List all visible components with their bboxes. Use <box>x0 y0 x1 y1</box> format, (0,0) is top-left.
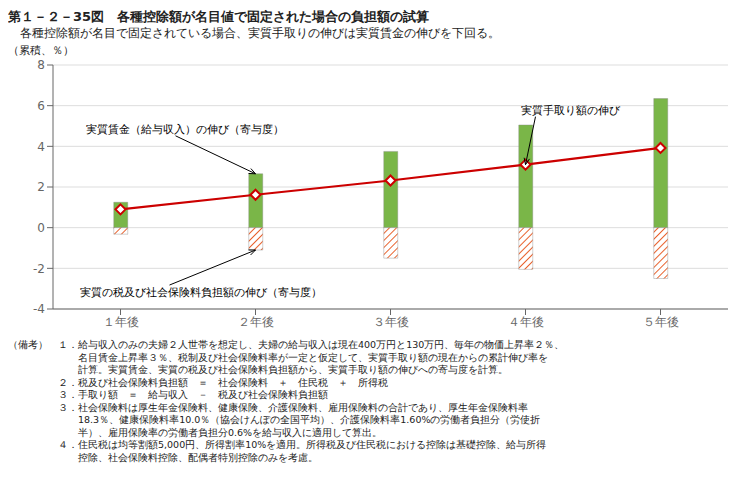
html-text:名目賃金上昇率３％、税制及び社会保険料率が一定と仮定して、実: 名目賃金上昇率３％、税制及び社会保険料率が一定と仮定して、実質手取り額の現在から… <box>58 351 548 363</box>
svg-text:実質賃金（給与収入）の伸び（寄与度）: 実質賃金（給与収入）の伸び（寄与度） <box>86 123 284 135</box>
html-text:４．住民税は均等割額5,000円、所得割率10%を適用。所得: ４．住民税は均等割額5,000円、所得割率10%を適用。所得税及び住民税における… <box>58 439 547 450</box>
html-text:３．社会保険料は厚生年金保険料、健康保険、介護保険料、雇用保: ３．社会保険料は厚生年金保険料、健康保険、介護保険料、雇用保険料の合計であり、厚… <box>58 401 528 413</box>
html-text:（累積、％）: （累積、％） <box>8 44 74 56</box>
html-text:18.3％、健康保険料率10.0％（協会けんぽの全国平均）、: 18.3％、健康保険料率10.0％（協会けんぽの全国平均）、介護保険料率1.60… <box>58 414 541 425</box>
svg-text:実質の税及び社会保険料負担額の伸び（寄与度）: 実質の税及び社会保険料負担額の伸び（寄与度） <box>80 286 322 298</box>
svg-text:-4: -4 <box>33 302 45 316</box>
html-text:第１－２－35図 各種控除額が名目値で固定された場合の負担額: 第１－２－35図 各種控除額が名目値で固定された場合の負担額の試算 <box>8 9 430 24</box>
svg-text:４年後: ４年後 <box>508 315 544 329</box>
svg-text:0: 0 <box>37 221 45 235</box>
html-text:（備考）: （備考） <box>8 339 48 350</box>
svg-text:１年後: １年後 <box>103 315 139 329</box>
html-text:２．税及び社会保険料負担額 ＝ 社会保険料 ＋ 住民税 ＋: ２．税及び社会保険料負担額 ＝ 社会保険料 ＋ 住民税 ＋ 所得税 <box>58 376 388 388</box>
html-text:控除、社会保険料控除、配偶者特別控除のみを考慮。: 控除、社会保険料控除、配偶者特別控除のみを考慮。 <box>58 451 318 463</box>
svg-text:実質手取り額の伸び: 実質手取り額の伸び <box>521 104 621 116</box>
svg-text:５年後: ５年後 <box>643 315 679 329</box>
svg-text:6: 6 <box>37 99 45 113</box>
html-text:半）、雇用保険率の労働者負担分0.6%を給与収入に適用して算: 半）、雇用保険率の労働者負担分0.6%を給与収入に適用して算出。 <box>58 426 383 438</box>
svg-text:３年後: ３年後 <box>373 315 409 329</box>
svg-text:8: 8 <box>37 58 45 72</box>
html-text:計算。実質賃金、実質の税及び社会保険料負担額から、実質手取り: 計算。実質賃金、実質の税及び社会保険料負担額から、実質手取り額の伸びへの寄与度を… <box>58 364 508 375</box>
svg-text:4: 4 <box>37 140 45 154</box>
svg-text:2: 2 <box>37 180 45 194</box>
svg-text:-2: -2 <box>33 262 45 276</box>
html-text:３．手取り額 ＝ 給与収入 － 税及び社会保険料負担額: ３．手取り額 ＝ 給与収入 － 税及び社会保険料負担額 <box>58 389 328 400</box>
html-text:各種控除額が名目で固定されている場合、実質手取りの伸びは実質: 各種控除額が名目で固定されている場合、実質手取りの伸びは実質賃金の伸びを下回る。 <box>8 26 500 40</box>
svg-text:２年後: ２年後 <box>238 315 274 329</box>
html-text:１．給与収入のみの夫婦２人世帯を想定し、夫婦の給与収入は現在: １．給与収入のみの夫婦２人世帯を想定し、夫婦の給与収入は現在400万円と130万… <box>58 339 565 350</box>
